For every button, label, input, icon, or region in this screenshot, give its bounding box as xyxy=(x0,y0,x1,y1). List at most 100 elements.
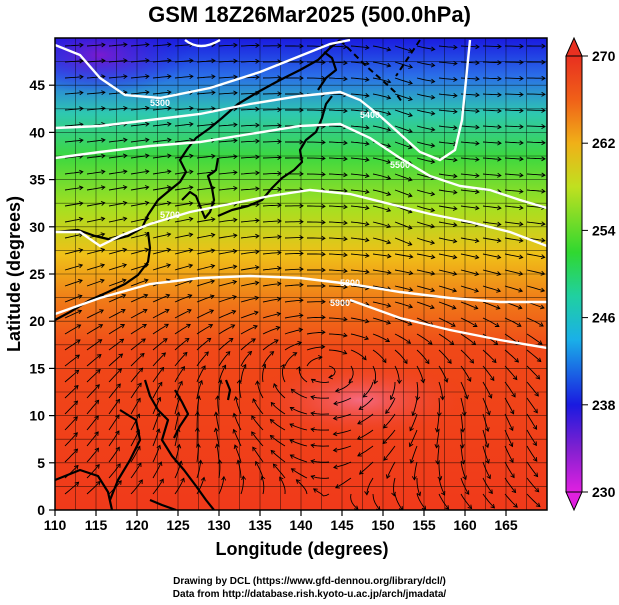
streamline xyxy=(215,412,220,431)
streamline xyxy=(328,109,348,112)
streamline-arrowhead xyxy=(332,431,338,437)
streamline-arrowhead xyxy=(408,112,413,118)
streamline xyxy=(217,396,220,415)
streamline xyxy=(460,285,479,292)
streamline-arrowhead xyxy=(510,473,515,479)
streamline-arrowhead xyxy=(443,378,449,383)
streamline xyxy=(273,383,286,399)
streamline xyxy=(526,173,546,176)
streamline xyxy=(130,382,142,399)
streamline xyxy=(438,269,457,275)
streamline-arrowhead xyxy=(77,309,83,315)
streamline-arrowhead xyxy=(519,188,524,194)
streamline xyxy=(482,157,501,160)
streamline xyxy=(504,93,524,96)
streamline-arrowhead xyxy=(357,452,362,457)
contour-label-5500: 5500 xyxy=(390,160,410,170)
streamline-arrowhead xyxy=(233,395,239,401)
streamline-arrowhead xyxy=(292,352,298,357)
streamline xyxy=(328,237,348,240)
streamline xyxy=(416,61,435,66)
x-axis-title: Longitude (degrees) xyxy=(215,539,388,559)
streamline xyxy=(262,351,274,367)
streamline-arrowhead xyxy=(145,74,150,79)
streamline xyxy=(218,250,237,255)
streamline-arrowhead xyxy=(120,308,126,314)
streamline xyxy=(438,317,456,327)
streamline-arrowhead xyxy=(332,447,338,453)
streamline-arrowhead xyxy=(312,488,318,493)
streamline xyxy=(438,477,446,496)
streamline xyxy=(350,141,369,145)
streamline-arrowhead xyxy=(475,76,480,82)
streamline xyxy=(130,43,149,47)
streamline xyxy=(504,461,515,478)
streamline xyxy=(152,91,171,95)
streamline-arrowhead xyxy=(210,217,216,222)
streamline-arrowhead xyxy=(167,121,172,127)
colorbar-max-arrow xyxy=(565,36,583,57)
streamline xyxy=(311,412,330,415)
streamline-arrowhead xyxy=(321,283,326,289)
streamline-arrowhead xyxy=(144,153,150,159)
streamline-arrowhead xyxy=(343,140,348,146)
streamline-arrowhead xyxy=(289,439,295,444)
streamline-arrowhead xyxy=(188,248,194,253)
streamline xyxy=(438,237,457,243)
streamline xyxy=(460,493,472,509)
streamline-arrowhead xyxy=(277,91,282,97)
streamline xyxy=(438,462,442,480)
streamline-arrowhead xyxy=(408,287,414,292)
streamline xyxy=(416,285,435,292)
streamline-arrowhead xyxy=(453,109,458,115)
streamline-arrowhead xyxy=(100,232,106,238)
streamline-arrowhead xyxy=(166,169,172,175)
streamline-arrowhead xyxy=(210,279,216,285)
streamline-arrowhead xyxy=(519,76,524,81)
streamline-arrowhead xyxy=(186,323,191,329)
streamline xyxy=(526,285,545,292)
streamline-arrowhead xyxy=(406,339,412,344)
streamline-arrowhead xyxy=(386,94,392,100)
streamline-arrowhead xyxy=(321,219,326,225)
streamline-arrowhead xyxy=(165,293,171,299)
streamline xyxy=(270,450,286,463)
streamline xyxy=(152,428,160,447)
streamline xyxy=(362,381,374,398)
streamline xyxy=(130,279,149,287)
streamline xyxy=(416,157,435,163)
streamline xyxy=(240,297,259,303)
streamline-arrowhead xyxy=(343,284,348,290)
streamline xyxy=(328,141,348,144)
streamline-arrowhead xyxy=(123,42,128,48)
streamline-arrowhead xyxy=(386,110,392,116)
streamline xyxy=(262,156,282,159)
streamline-arrowhead xyxy=(534,487,540,493)
streamline-arrowhead xyxy=(362,392,368,398)
streamline-arrowhead xyxy=(466,377,472,382)
streamline-arrowhead xyxy=(310,395,316,400)
streamline xyxy=(438,381,444,400)
streamline xyxy=(526,397,538,414)
streamline-arrowhead xyxy=(434,428,440,433)
streamline-arrowhead xyxy=(534,391,539,397)
streamline xyxy=(416,333,433,345)
streamline-arrowhead xyxy=(364,205,370,211)
streamline xyxy=(438,77,457,81)
colorbar-tick-label: 254 xyxy=(592,222,616,238)
streamline-arrowhead xyxy=(348,378,354,384)
streamline-arrowhead xyxy=(430,46,436,52)
streamline xyxy=(504,285,523,292)
streamline xyxy=(64,139,83,143)
streamline-arrowhead xyxy=(386,302,392,308)
streamline-arrowhead xyxy=(310,411,316,417)
streamline xyxy=(152,186,171,191)
streamline xyxy=(218,351,231,367)
streamline-arrowhead xyxy=(232,279,238,285)
streamline xyxy=(218,140,237,143)
streamline xyxy=(86,264,105,271)
streamline-arrowhead xyxy=(75,339,81,344)
credits: Drawing by DCL (https://www.gfd-dennou.o… xyxy=(0,575,619,601)
streamline xyxy=(86,400,99,415)
streamline xyxy=(482,61,502,64)
